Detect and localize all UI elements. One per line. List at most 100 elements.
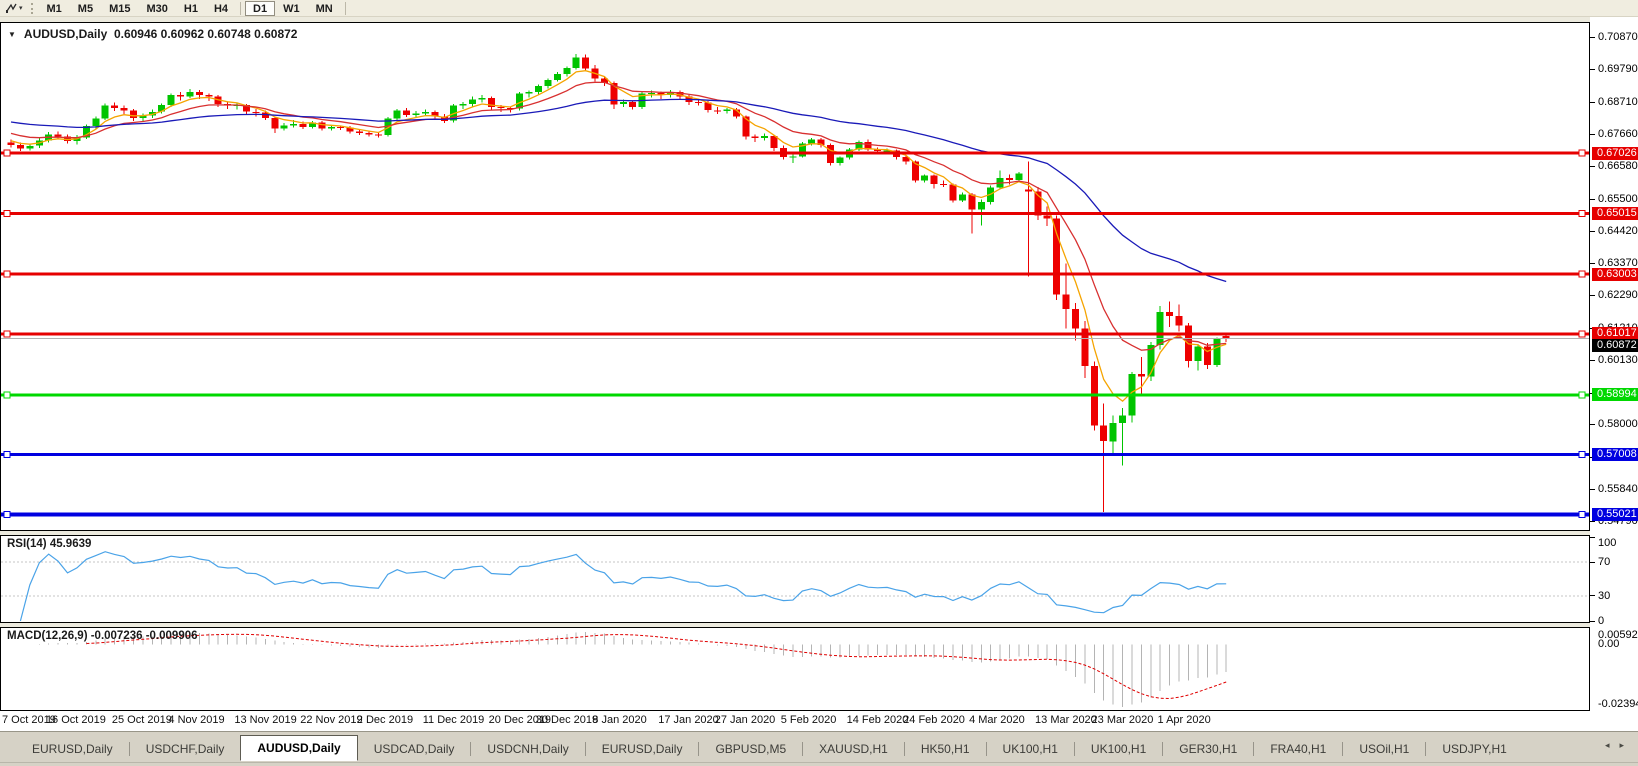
macd-canvas[interactable] <box>1 628 1589 710</box>
candle-body <box>1194 346 1202 361</box>
candle-body <box>902 156 910 162</box>
candle-body <box>1109 423 1117 442</box>
chart-menu-caret-icon[interactable]: ▼ <box>8 29 16 39</box>
line-handle[interactable] <box>3 451 11 459</box>
date-tick-label: 14 Feb 2020 <box>846 714 909 726</box>
chart-tab-GBPUSD-M5[interactable]: GBPUSD,M5 <box>715 742 787 756</box>
candle-body <box>478 98 486 100</box>
candle-body <box>1006 178 1013 181</box>
candle-body <box>1024 189 1032 192</box>
candle-body <box>327 126 335 129</box>
price-tick-label: 0.60130 <box>1598 354 1638 367</box>
line-handle[interactable] <box>1578 510 1586 518</box>
candle-body <box>958 194 966 201</box>
level-price-label: 0.61017 <box>1592 327 1638 341</box>
candle-body <box>469 99 477 105</box>
chart-tab-UK100-H1[interactable]: UK100,H1 <box>1090 742 1147 756</box>
date-tick-label: 7 Oct 2019 <box>2 714 56 726</box>
chart-tab-USDCAD-Daily[interactable]: USDCAD,Daily <box>373 742 455 756</box>
chart-tab-GER30-H1[interactable]: GER30,H1 <box>1179 742 1238 756</box>
chart-tab-USOil-H1[interactable]: USOil,H1 <box>1359 742 1410 756</box>
candlestick-canvas[interactable] <box>1 23 1589 530</box>
line-handle[interactable] <box>1578 149 1586 157</box>
date-tick-label: 8 Jan 2020 <box>592 714 647 726</box>
timeframe-button-M30[interactable]: M30 <box>146 2 168 15</box>
timeframe-button-H1[interactable]: H1 <box>183 2 198 15</box>
line-handle[interactable] <box>1578 270 1586 278</box>
price-axis[interactable]: 0.70870 0.69790 0.68710 0.67660 0.66580 0.655… <box>1590 17 1638 711</box>
price-tick-label: 0.55840 <box>1598 483 1638 496</box>
candle-body <box>431 111 439 117</box>
line-handle[interactable] <box>3 270 11 278</box>
timeframe-button-MN[interactable]: MN <box>315 2 333 15</box>
current-price-label: 0.60872 <box>1592 338 1638 352</box>
candle-body <box>318 122 326 129</box>
chart-tab-AUDUSD-Daily[interactable]: AUDUSD,Daily <box>240 735 358 761</box>
chart-tab-USDJPY-H1[interactable]: USDJPY,H1 <box>1442 742 1507 756</box>
date-axis[interactable]: 7 Oct 2019 16 Oct 2019 25 Oct 2019 4 Nov 20… <box>0 711 1638 731</box>
rsi-indicator-pane[interactable]: RSI(14) 45.9639 <box>0 535 1590 623</box>
candle-body <box>299 123 307 127</box>
date-tick-label: 25 Oct 2019 <box>111 714 172 726</box>
date-tick-label: 30 Dec 2019 <box>535 714 599 726</box>
rsi-tick-label: 100 <box>1598 537 1617 549</box>
moving-average-line-12 <box>10 81 1227 351</box>
level-price-label: 0.58994 <box>1592 388 1638 402</box>
timeframe-button-D1[interactable]: D1 <box>245 0 276 16</box>
candle-body <box>789 156 797 158</box>
line-handle[interactable] <box>3 510 11 518</box>
candle-body <box>695 102 703 104</box>
timeframe-button-H4[interactable]: H4 <box>213 2 229 15</box>
line-handle[interactable] <box>1578 210 1586 218</box>
candle-body <box>54 134 62 137</box>
line-handle[interactable] <box>3 391 11 399</box>
candle-body <box>7 142 15 145</box>
candle-body <box>186 92 194 97</box>
toolbar-grip[interactable] <box>30 2 34 14</box>
chart-tool-button[interactable]: ▾ <box>5 2 23 14</box>
line-handle[interactable] <box>1578 451 1586 459</box>
candle-body <box>459 104 467 106</box>
candle-body <box>714 110 721 112</box>
macd-indicator-pane[interactable]: MACD(12,26,9) -0.007236 -0.009906 <box>0 627 1590 711</box>
candle-body <box>968 194 976 210</box>
date-tick-label: 2 Dec 2019 <box>356 714 414 726</box>
candle-body <box>911 161 919 181</box>
line-handle[interactable] <box>3 149 11 157</box>
chart-tab-EURUSD-Daily[interactable]: EURUSD,Daily <box>32 742 113 756</box>
price-tick-label: 0.66580 <box>1598 160 1638 173</box>
candle-body <box>732 109 740 117</box>
price-tick-label: 0.68710 <box>1598 95 1638 108</box>
candle-body <box>412 113 420 115</box>
timeframe-button-W1[interactable]: W1 <box>283 2 300 15</box>
timeframe-button-M5[interactable]: M5 <box>77 2 94 15</box>
timeframe-button-M1[interactable]: M1 <box>46 2 62 15</box>
price-tick-label: 0.65500 <box>1598 192 1638 205</box>
chart-tab-USDCNH-Daily[interactable]: USDCNH,Daily <box>487 742 569 756</box>
chart-tab-XAUUSD-H1[interactable]: XAUUSD,H1 <box>819 742 888 756</box>
axis-tick-mark <box>1590 166 1595 168</box>
chart-tab-USDCHF-Daily[interactable]: USDCHF,Daily <box>145 742 225 756</box>
tab-scroll-right-icon[interactable]: ▸ <box>1619 740 1624 750</box>
candle-body <box>1053 218 1061 295</box>
candle-body <box>582 57 590 69</box>
rsi-canvas[interactable] <box>1 536 1589 622</box>
axis-tick-mark <box>1590 520 1595 522</box>
tab-scroll-left-icon[interactable]: ◂ <box>1604 740 1610 750</box>
axis-tick-mark <box>1590 561 1595 563</box>
chart-area: ▼ AUDUSD,Daily 0.60946 0.60962 0.60748 0… <box>0 17 1638 731</box>
line-handle[interactable] <box>1578 391 1586 399</box>
candle-body <box>742 116 750 137</box>
line-handle[interactable] <box>3 210 11 218</box>
candle-body <box>82 126 90 138</box>
chart-tab-HK50-H1[interactable]: HK50,H1 <box>920 742 970 756</box>
candle-body <box>723 109 731 112</box>
main-price-pane[interactable]: ▼ AUDUSD,Daily 0.60946 0.60962 0.60748 0… <box>0 22 1590 531</box>
line-handle[interactable] <box>1578 330 1586 338</box>
timeframe-button-M15[interactable]: M15 <box>109 2 131 15</box>
date-tick-label: 27 Jan 2020 <box>714 714 776 726</box>
chart-tab-FRA40-H1[interactable]: FRA40,H1 <box>1270 742 1327 756</box>
chart-tab-EURUSD-Daily[interactable]: EURUSD,Daily <box>601 742 683 756</box>
chart-tab-UK100-H1[interactable]: UK100,H1 <box>1002 742 1058 756</box>
line-handle[interactable] <box>3 330 11 338</box>
